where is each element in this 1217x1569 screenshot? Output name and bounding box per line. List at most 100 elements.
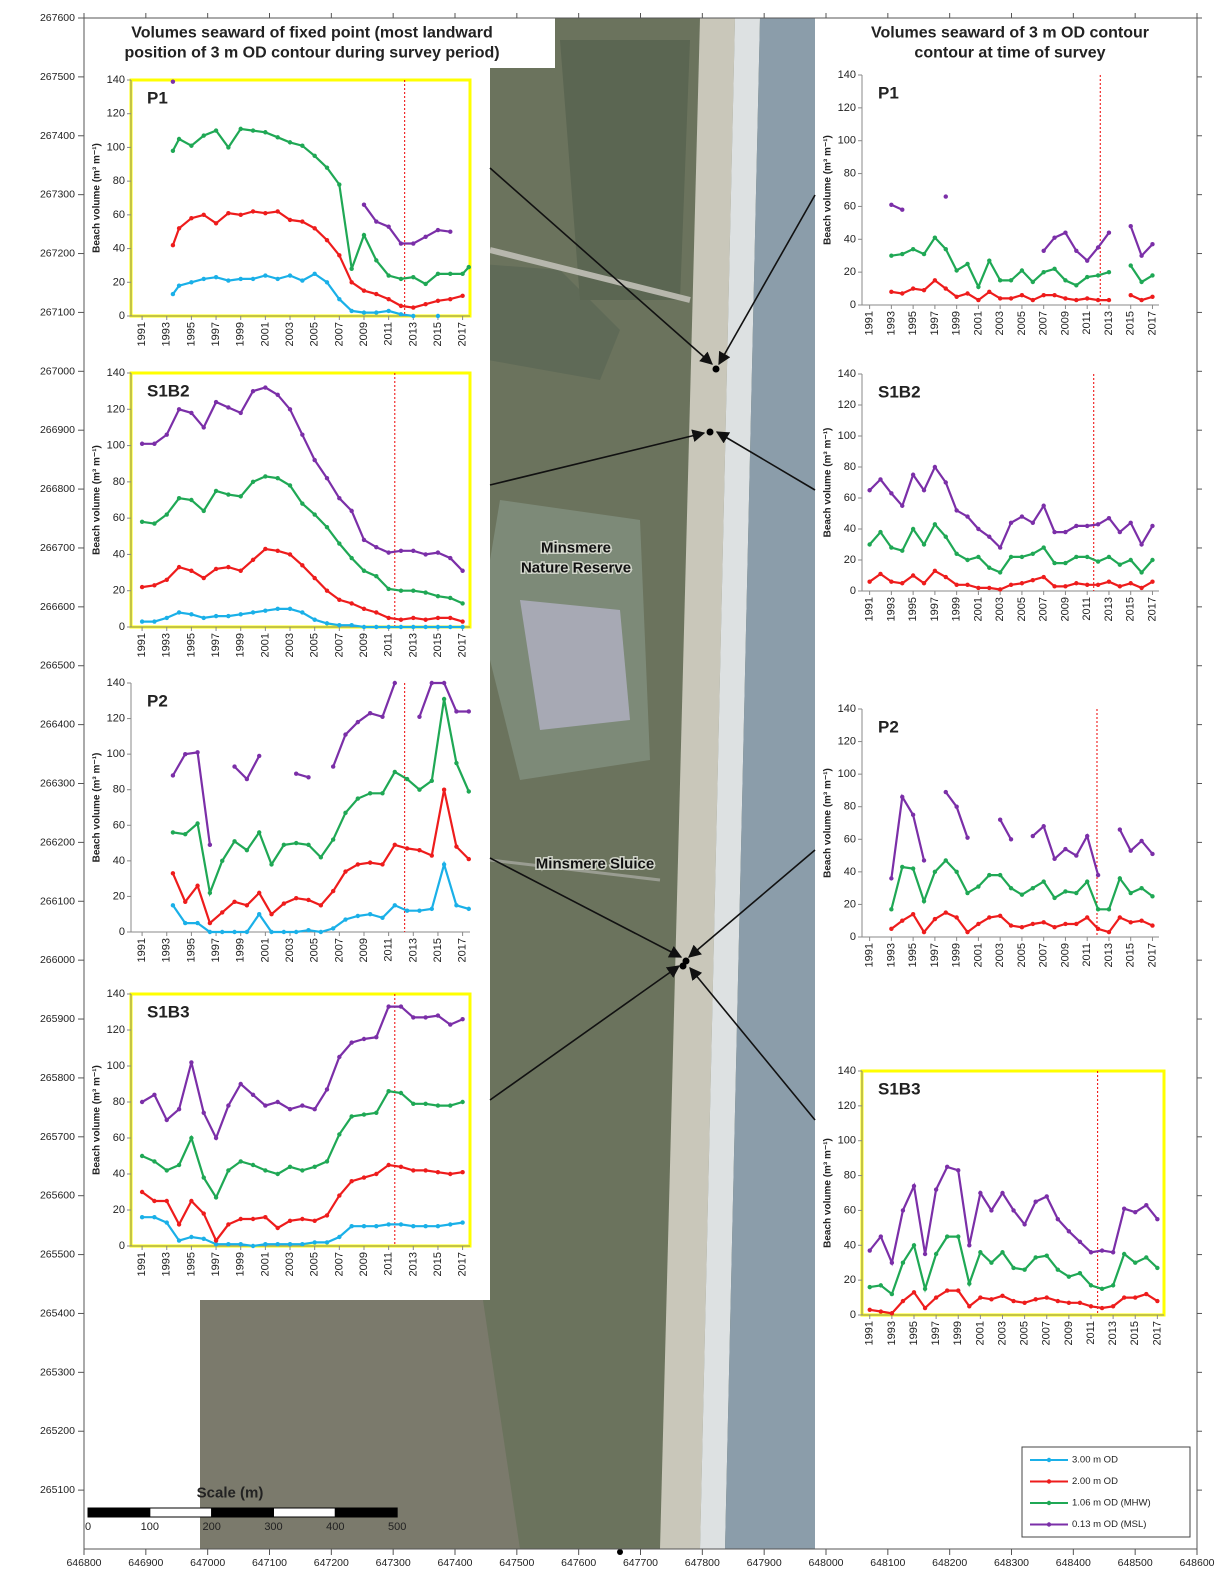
data-point <box>386 550 391 555</box>
data-point <box>976 526 981 532</box>
y-tick-label: 265400 <box>40 1307 75 1319</box>
y-tick-label: 120 <box>838 102 856 114</box>
data-point <box>330 888 336 894</box>
x-tick-label: 1991 <box>864 1321 876 1345</box>
y-tick-label: 100 <box>107 1060 125 1072</box>
x-tick-label: 2015 <box>1129 1321 1141 1345</box>
x-tick-label: 2003 <box>994 943 1006 967</box>
data-point <box>374 1035 379 1040</box>
x-tick-label: 2015 <box>432 322 444 346</box>
data-point <box>1139 885 1144 891</box>
data-point <box>435 227 441 233</box>
data-point <box>195 920 200 926</box>
data-point <box>1074 581 1079 586</box>
data-point <box>1106 269 1112 275</box>
data-point <box>910 573 916 578</box>
y-tick-label: 20 <box>113 585 125 597</box>
x-tick-label: 2011 <box>383 633 395 657</box>
data-point <box>213 221 219 226</box>
data-point <box>281 929 287 935</box>
data-point <box>911 1290 917 1295</box>
data-point <box>226 278 231 283</box>
data-point <box>392 903 398 908</box>
data-point <box>374 310 379 315</box>
data-point <box>189 1135 194 1141</box>
data-point <box>900 251 905 257</box>
data-point <box>1117 827 1123 832</box>
data-point <box>306 842 311 848</box>
y-tick-label: 100 <box>838 135 856 147</box>
data-point <box>1121 1295 1127 1300</box>
data-point <box>466 789 471 794</box>
y-tick-label: 120 <box>107 108 125 120</box>
data-point <box>921 251 927 257</box>
data-point <box>1074 554 1079 560</box>
data-point <box>361 606 367 612</box>
data-point <box>238 568 243 573</box>
data-point <box>878 1234 884 1239</box>
data-point <box>374 624 379 630</box>
chart-title: P1 <box>878 84 899 103</box>
x-tick-label: 647600 <box>561 1557 596 1569</box>
data-point <box>1055 1216 1061 1222</box>
y-tick-label: 265600 <box>40 1190 75 1202</box>
data-point <box>238 1216 243 1222</box>
y-tick-label: 265800 <box>40 1072 75 1084</box>
data-point <box>965 890 970 896</box>
data-point <box>997 278 1003 283</box>
data-point <box>226 145 231 150</box>
data-point <box>1084 258 1090 263</box>
x-tick-label: 1997 <box>210 938 222 962</box>
y-tick-label: 40 <box>844 523 856 535</box>
y-tick-label: 267500 <box>40 71 75 83</box>
data-point <box>238 276 243 282</box>
data-point <box>213 488 219 494</box>
data-point <box>349 1040 354 1045</box>
x-tick-label: 1997 <box>929 311 941 335</box>
data-point <box>213 1195 219 1200</box>
data-point <box>337 495 342 501</box>
data-point <box>987 872 992 878</box>
data-point <box>195 883 200 888</box>
scale-segment <box>334 1507 398 1518</box>
data-point <box>965 514 970 519</box>
y-tick-label: 40 <box>113 548 125 560</box>
data-point <box>374 258 379 263</box>
y-tick-label: 80 <box>844 801 856 813</box>
data-point <box>324 1240 330 1245</box>
data-point <box>176 136 182 142</box>
data-point <box>878 1309 884 1314</box>
y-tick-label: 120 <box>107 1024 125 1036</box>
data-point <box>343 869 348 874</box>
data-point <box>976 921 981 927</box>
data-point <box>337 597 342 602</box>
scale-label: 0 <box>85 1521 91 1533</box>
data-point <box>1074 297 1079 303</box>
data-point <box>244 776 250 782</box>
data-point <box>1074 248 1079 253</box>
x-tick-label: 1991 <box>864 943 876 967</box>
data-point <box>195 750 200 755</box>
data-point <box>1030 833 1036 839</box>
data-point <box>1106 515 1112 521</box>
data-point <box>1117 915 1123 920</box>
y-tick-label: 80 <box>113 784 125 796</box>
data-point <box>238 1159 243 1164</box>
data-point <box>889 253 894 258</box>
data-point <box>232 929 237 935</box>
data-point <box>1106 297 1112 303</box>
panel-title: position of 3 m OD contour during survey… <box>124 45 499 62</box>
data-point <box>386 1004 391 1009</box>
data-point <box>318 929 324 935</box>
data-point <box>201 615 206 621</box>
data-point <box>287 273 293 278</box>
data-point <box>183 751 188 757</box>
data-point <box>257 830 262 835</box>
data-point <box>189 1234 194 1240</box>
data-point <box>423 552 428 557</box>
data-point <box>900 864 905 870</box>
data-point <box>987 585 992 591</box>
data-point <box>460 624 465 630</box>
data-point <box>1144 1203 1149 1208</box>
data-point <box>201 1175 206 1180</box>
